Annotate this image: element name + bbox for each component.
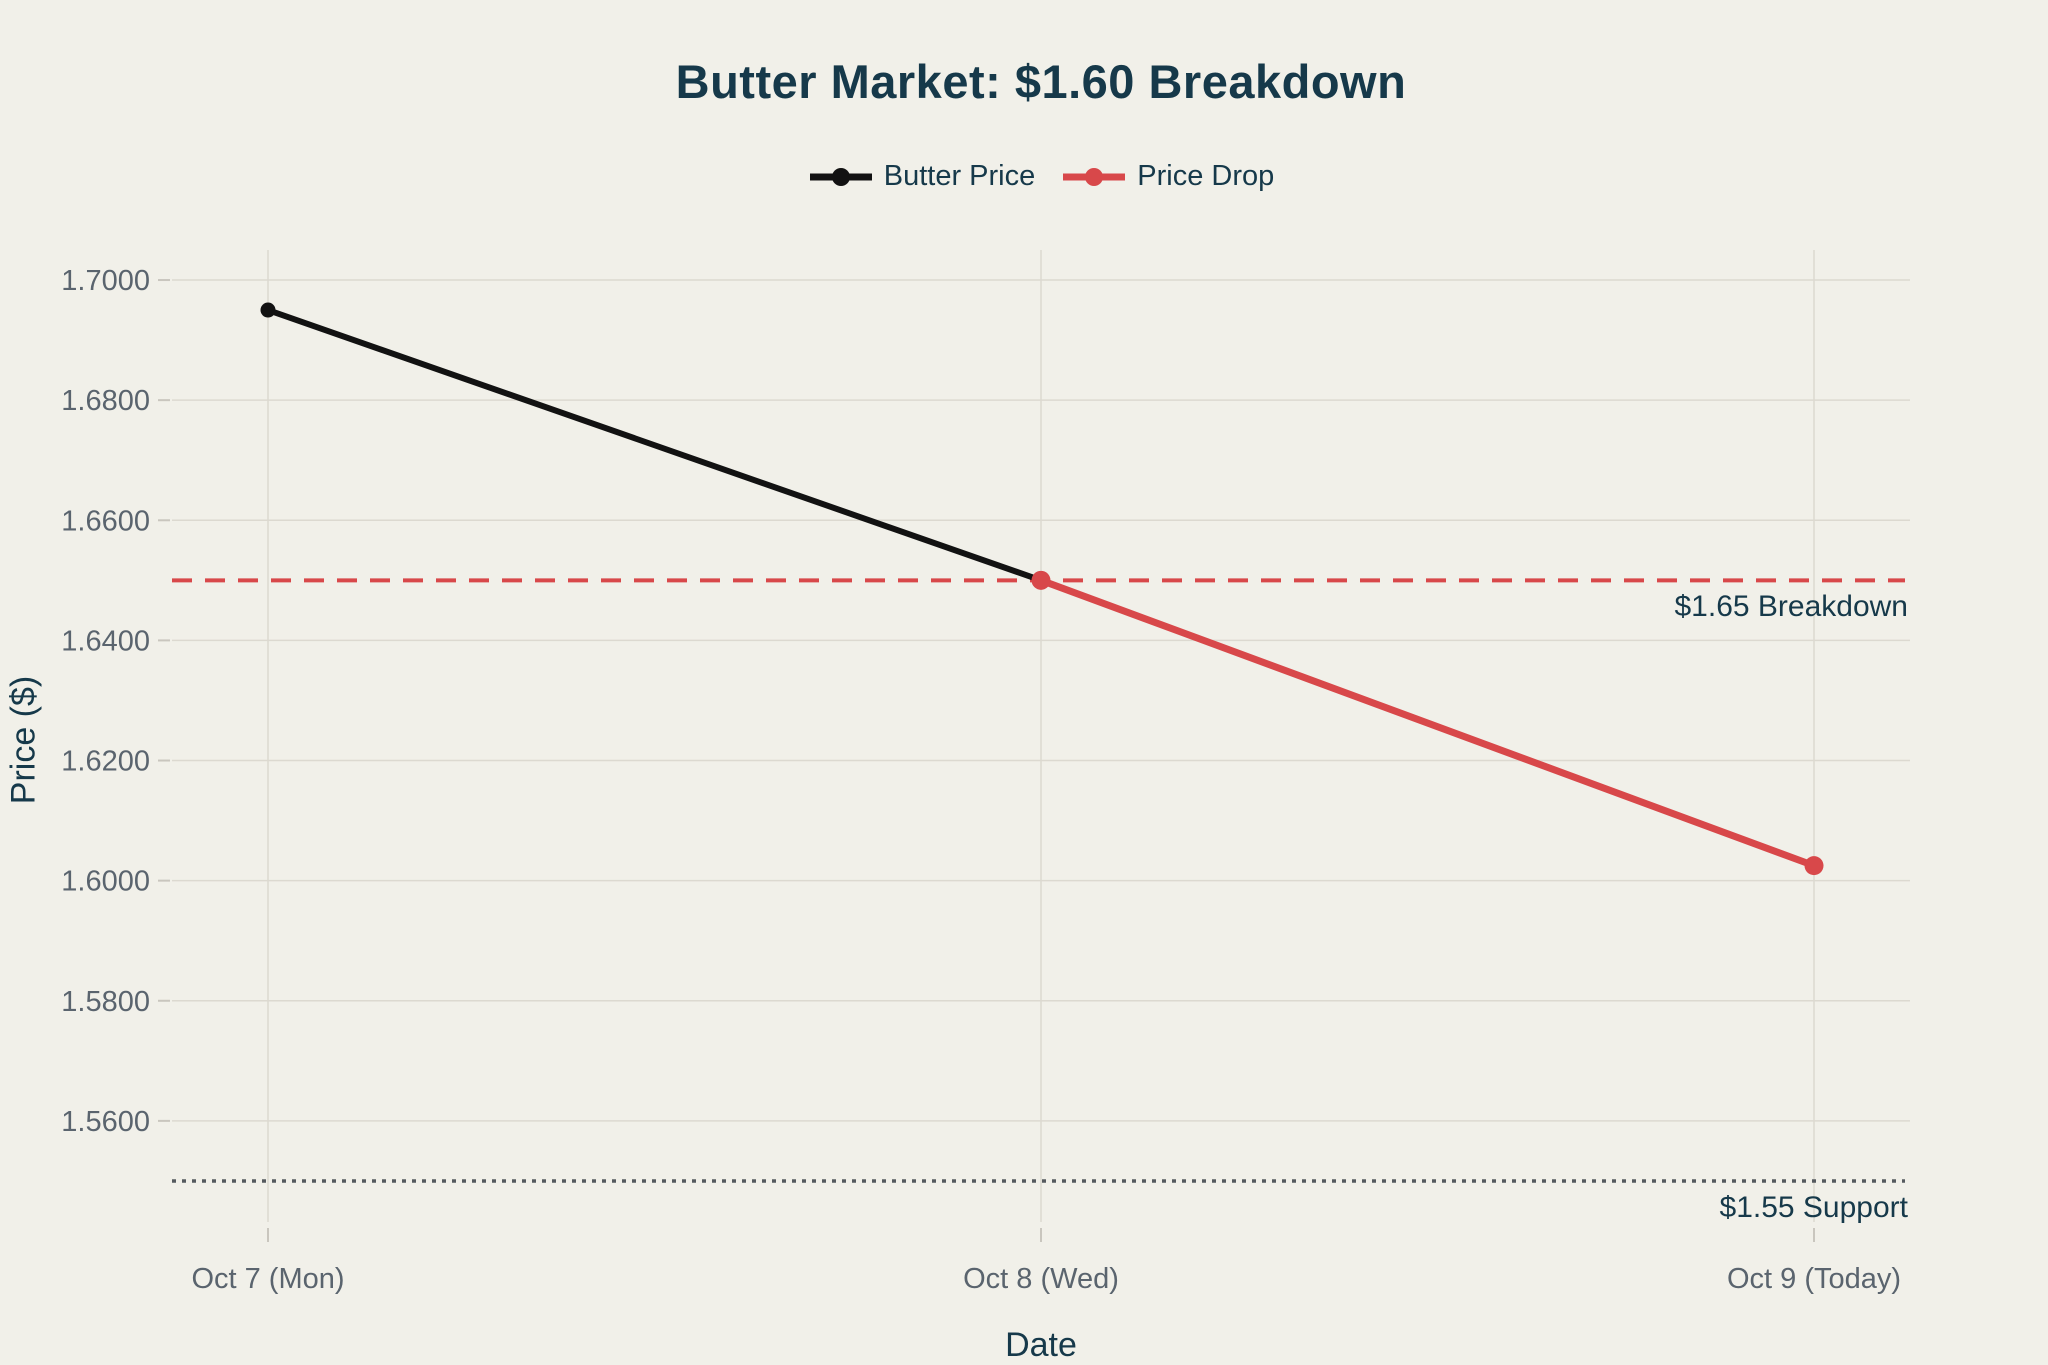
breakdown-annotation: $1.65 Breakdown: [1674, 590, 1909, 624]
legend-item-price-drop: Price Drop: [1061, 160, 1274, 193]
data-point-marker: [1031, 570, 1051, 590]
y-tick-label: 1.6800: [61, 385, 150, 417]
legend-swatch-line-dot-icon: [809, 167, 872, 186]
y-tick-label: 1.5800: [61, 986, 150, 1018]
x-tick-label: Oct 9 (Today): [1727, 1263, 1901, 1295]
y-tick-label: 1.6600: [61, 505, 150, 537]
legend: Butter Price Price Drop: [172, 160, 1910, 193]
y-tick-label: 1.6200: [61, 746, 150, 778]
legend-label-butter-price: Butter Price: [883, 160, 1036, 192]
y-tick-label: 1.5600: [61, 1106, 150, 1138]
legend-label-price-drop: Price Drop: [1137, 160, 1275, 192]
x-tick-label: Oct 8 (Wed): [963, 1263, 1119, 1295]
y-tick-label: 1.7000: [61, 265, 150, 297]
series-line-price-drop: [1037, 576, 1818, 870]
y-tick-label: 1.6000: [61, 866, 150, 898]
y-tick-label: 1.6400: [61, 625, 150, 657]
series-line-butter-price: [265, 307, 1044, 584]
chart-title: Butter Market: $1.60 Breakdown: [675, 55, 1407, 108]
x-axis-title: Date: [1005, 1326, 1077, 1364]
support-annotation: $1.55 Support: [1719, 1190, 1908, 1224]
data-point-marker: [260, 302, 276, 318]
legend-item-butter-price: Butter Price: [808, 160, 1036, 193]
data-point-marker: [1804, 856, 1824, 876]
y-axis-title: Price ($): [4, 675, 43, 805]
x-tick-label: Oct 7 (Mon): [191, 1263, 344, 1295]
legend-swatch-line-dot-icon: [1063, 167, 1126, 186]
